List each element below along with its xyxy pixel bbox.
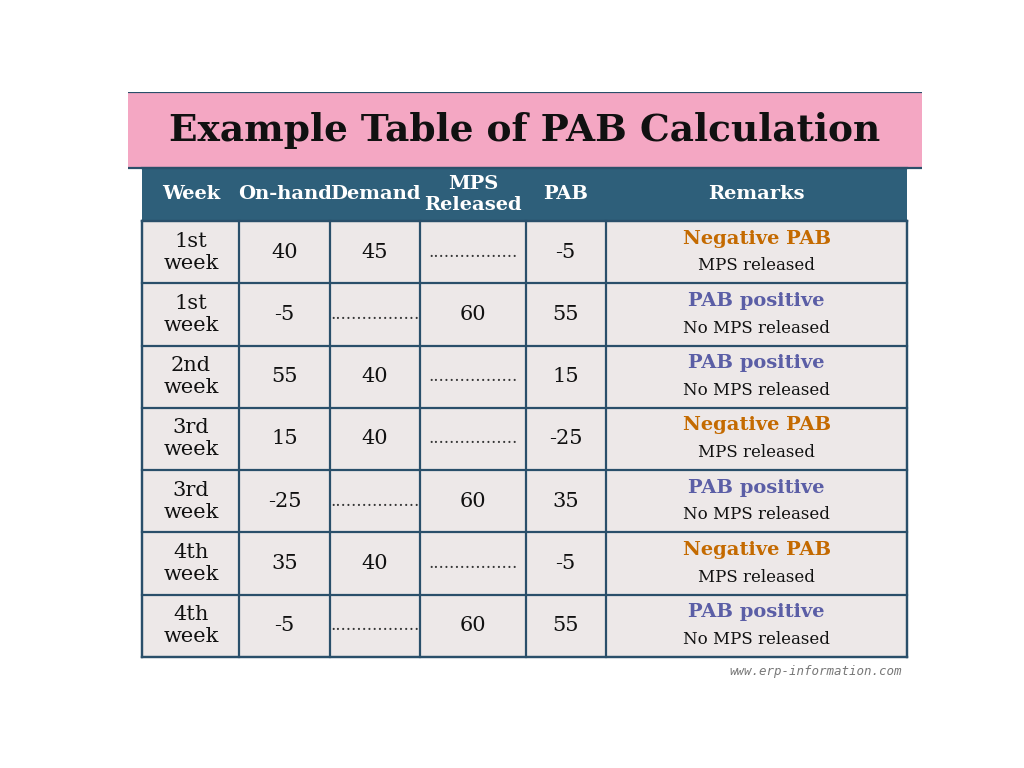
- Text: 45: 45: [361, 243, 388, 262]
- Text: 35: 35: [271, 554, 298, 573]
- Text: 60: 60: [460, 492, 486, 511]
- FancyBboxPatch shape: [142, 408, 907, 470]
- Text: -5: -5: [556, 243, 575, 262]
- Text: .................: .................: [330, 493, 420, 510]
- Text: -5: -5: [274, 616, 295, 635]
- Text: PAB positive: PAB positive: [688, 478, 825, 497]
- Text: www.erp-information.com: www.erp-information.com: [729, 664, 902, 677]
- FancyBboxPatch shape: [142, 283, 907, 346]
- Text: 4th
week: 4th week: [163, 543, 218, 584]
- Text: 1st
week: 1st week: [163, 232, 218, 273]
- FancyBboxPatch shape: [142, 168, 907, 221]
- FancyBboxPatch shape: [128, 92, 922, 168]
- Text: 4th
week: 4th week: [163, 605, 218, 647]
- Text: 40: 40: [361, 429, 388, 449]
- Text: MPS released: MPS released: [698, 444, 815, 462]
- Text: 55: 55: [553, 305, 579, 324]
- Text: .................: .................: [330, 306, 420, 323]
- Text: 60: 60: [460, 305, 486, 324]
- Text: MPS
Released: MPS Released: [424, 175, 521, 214]
- Text: 2nd
week: 2nd week: [163, 356, 218, 397]
- Text: 55: 55: [553, 616, 579, 635]
- Text: PAB positive: PAB positive: [688, 292, 825, 310]
- Text: .................: .................: [428, 431, 517, 448]
- FancyBboxPatch shape: [142, 470, 907, 532]
- Text: PAB positive: PAB positive: [688, 603, 825, 621]
- Text: 3rd
week: 3rd week: [163, 419, 218, 459]
- Text: No MPS released: No MPS released: [683, 506, 830, 524]
- FancyBboxPatch shape: [142, 594, 907, 657]
- Text: PAB positive: PAB positive: [688, 354, 825, 372]
- Text: Negative PAB: Negative PAB: [683, 416, 830, 434]
- Text: .................: .................: [330, 617, 420, 634]
- Text: -5: -5: [274, 305, 295, 324]
- Text: Demand: Demand: [330, 185, 420, 204]
- Text: Negative PAB: Negative PAB: [683, 541, 830, 559]
- Text: Example Table of PAB Calculation: Example Table of PAB Calculation: [169, 111, 881, 148]
- Text: 40: 40: [271, 243, 298, 262]
- Text: -25: -25: [549, 429, 583, 449]
- Text: 40: 40: [361, 367, 388, 386]
- Text: 40: 40: [361, 554, 388, 573]
- FancyBboxPatch shape: [142, 532, 907, 594]
- Text: 15: 15: [271, 429, 298, 449]
- Text: PAB: PAB: [543, 185, 588, 204]
- Text: On-hand: On-hand: [238, 185, 332, 204]
- Text: MPS released: MPS released: [698, 257, 815, 274]
- Text: -25: -25: [268, 492, 301, 511]
- Text: No MPS released: No MPS released: [683, 382, 830, 399]
- Text: No MPS released: No MPS released: [683, 631, 830, 648]
- Text: 55: 55: [271, 367, 298, 386]
- Text: 15: 15: [552, 367, 579, 386]
- Text: 3rd
week: 3rd week: [163, 481, 218, 521]
- Text: 35: 35: [552, 492, 579, 511]
- Text: 60: 60: [460, 616, 486, 635]
- Text: -5: -5: [556, 554, 575, 573]
- Text: Remarks: Remarks: [709, 185, 805, 204]
- Text: Week: Week: [162, 185, 220, 204]
- Text: .................: .................: [428, 243, 517, 260]
- Text: .................: .................: [428, 555, 517, 572]
- Text: Negative PAB: Negative PAB: [683, 230, 830, 247]
- Text: No MPS released: No MPS released: [683, 319, 830, 336]
- Text: MPS released: MPS released: [698, 569, 815, 586]
- Text: .................: .................: [428, 368, 517, 386]
- FancyBboxPatch shape: [142, 221, 907, 283]
- Text: 1st
week: 1st week: [163, 294, 218, 335]
- FancyBboxPatch shape: [142, 346, 907, 408]
